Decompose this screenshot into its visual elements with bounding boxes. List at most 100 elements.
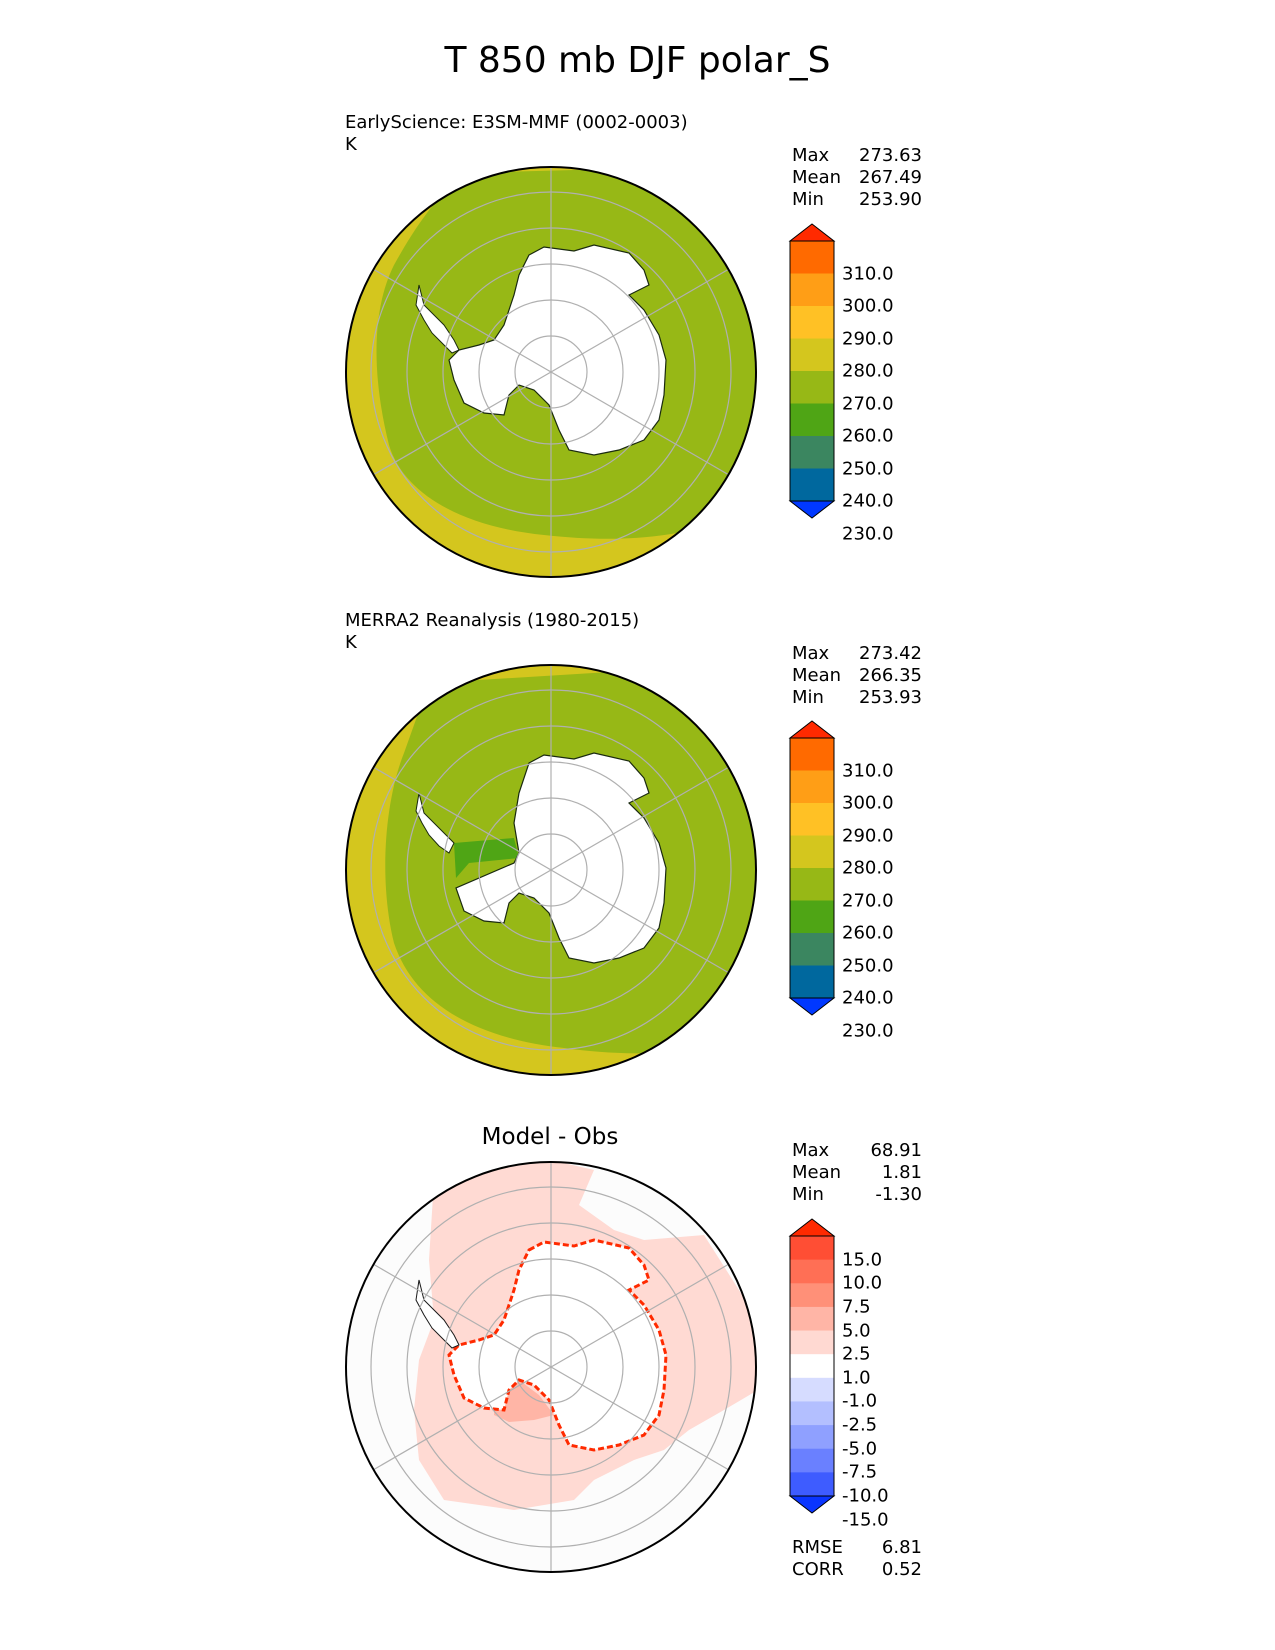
- colorbar-tick-label: 10.0: [842, 1272, 883, 1294]
- antarctic-peninsula: [415, 792, 455, 854]
- colorbar-tick-label: 1.0: [842, 1367, 871, 1389]
- colorbar-segment: [790, 1401, 834, 1426]
- colorbar-tick-label: 230.0: [842, 1020, 894, 1041]
- colorbar-tick-label: -15.0: [842, 1509, 889, 1531]
- colorbar-segment: [790, 436, 834, 469]
- stat-label: Min: [792, 189, 824, 210]
- colorbar-tick-label: 290.0: [842, 328, 894, 349]
- colorbar-tick-label: 240.0: [842, 490, 894, 512]
- panel-3-metrics: RMSE 6.81 CORR 0.52: [792, 1537, 922, 1581]
- stat-label: Max: [792, 145, 830, 166]
- colorbar-tick-label: 2.5: [842, 1343, 871, 1365]
- colorbar-frame: [789, 1235, 835, 1497]
- colorbar-tick-label: -10.0: [842, 1485, 889, 1507]
- stat-value: 253.90: [859, 189, 922, 210]
- panel-2-colorbar-segments: [788, 720, 836, 1016]
- colorbar-segment: [790, 1354, 834, 1379]
- stat-value: 68.91: [870, 1140, 922, 1161]
- colorbar-tick-label: 290.0: [842, 825, 894, 846]
- stat-value: 253.93: [859, 687, 922, 708]
- map-boundary: [345, 1161, 757, 1573]
- stat-label: Min: [792, 687, 824, 708]
- map-gridlines: [370, 665, 732, 1075]
- panel-2-stats: Max 273.42 Mean 266.35 Min 253.93: [792, 643, 922, 709]
- colorbar-segment: [790, 468, 834, 502]
- colorbar-extend-min: [788, 1495, 836, 1514]
- colorbar-frame: [789, 240, 835, 502]
- map-boundary: [345, 664, 757, 1076]
- colorbar-tick-label: 280.0: [842, 360, 894, 382]
- colorbar-tick-label: 270.0: [842, 890, 894, 911]
- metric-value: 0.52: [881, 1559, 922, 1580]
- colorbar-segment: [790, 770, 834, 804]
- colorbar-tick-label: 310.0: [842, 263, 894, 284]
- colorbar-tick-label: 230.0: [842, 523, 894, 544]
- colorbar-segment: [790, 1236, 834, 1261]
- colorbar-frame: [789, 737, 835, 999]
- colorbar-tick-label: 250.0: [842, 458, 894, 479]
- colorbar-tick-label: 260.0: [842, 922, 894, 944]
- stat-label: Max: [792, 1140, 830, 1161]
- colorbar-segment: [790, 306, 834, 339]
- colorbar-segment: [790, 1259, 834, 1284]
- colorbar-tick-label: 310.0: [842, 760, 894, 781]
- stat-value: -1.30: [875, 1184, 922, 1205]
- colorbar-segment: [790, 371, 834, 404]
- colorbar-tick-label: 300.0: [842, 792, 894, 814]
- panel-1-colorbar-segments: [788, 223, 836, 519]
- colorbar-tick-label: 270.0: [842, 393, 894, 414]
- colorbar-segment: [790, 933, 834, 966]
- colorbar-segment: [790, 1306, 834, 1332]
- colorbar-segment: [790, 338, 834, 372]
- colorbar-extend-max: [788, 223, 836, 242]
- panel-2-polar-map: [345, 664, 757, 1076]
- diff-panel-title: Model - Obs: [481, 1124, 619, 1150]
- panel-3-polar-map: [345, 1161, 757, 1573]
- stat-value: 1.81: [881, 1162, 922, 1183]
- colorbar-tick-label: 250.0: [842, 955, 894, 976]
- colorbar-extend-min: [788, 997, 836, 1016]
- stat-value: 266.35: [859, 665, 922, 686]
- panel-1-polar-map: [345, 166, 757, 578]
- colorbar-segment: [790, 900, 834, 934]
- antarctic-peninsula: [415, 1279, 460, 1349]
- stat-value: 273.42: [859, 643, 922, 664]
- colorbar-tick-label: 240.0: [842, 987, 894, 1009]
- metric-label: RMSE: [792, 1537, 843, 1558]
- panel-1-stats: Max 273.63 Mean 267.49 Min 253.90: [792, 145, 922, 211]
- stat-label: Mean: [792, 167, 842, 188]
- antarctica-mask: [448, 244, 667, 456]
- colorbar-segment: [790, 1283, 834, 1308]
- metric-value: 6.81: [881, 1537, 922, 1558]
- colorbar-tick-label: 260.0: [842, 425, 894, 447]
- antarctica-mask: [447, 1238, 668, 1452]
- colorbar-segment: [790, 1425, 834, 1450]
- colorbar-segment: [790, 738, 834, 771]
- figure-title: T 850 mb DJF polar_S: [444, 40, 831, 81]
- colorbar-extend-max: [788, 720, 836, 739]
- panel-2-colorbar: [788, 720, 836, 1016]
- panel-1-colorbar: [788, 223, 836, 519]
- panel-2-title: MERRA2 Reanalysis (1980-2015) K: [345, 610, 639, 654]
- map-gridlines: [370, 167, 732, 577]
- colorbar-segment: [790, 273, 834, 307]
- stat-label: Mean: [792, 665, 842, 686]
- colorbar-extend-max: [788, 1218, 836, 1237]
- colorbar-segment: [790, 965, 834, 999]
- map-boundary: [345, 166, 757, 578]
- panel-3-colorbar: [788, 1218, 836, 1514]
- panel-3-colorbar-segments: [788, 1218, 836, 1514]
- colorbar-segment: [790, 1448, 834, 1473]
- colorbar-tick-label: 15.0: [842, 1249, 883, 1271]
- stat-label: Max: [792, 643, 830, 664]
- panel-1-title: EarlyScience: E3SM-MMF (0002-0003) K: [345, 112, 688, 156]
- map-gridlines: [370, 1162, 732, 1572]
- colorbar-segment: [790, 868, 834, 901]
- colorbar-segment: [790, 835, 834, 869]
- metric-label: CORR: [792, 1559, 844, 1580]
- panel-1-title-line1: EarlyScience: E3SM-MMF (0002-0003): [345, 112, 688, 133]
- stat-label: Mean: [792, 1162, 842, 1183]
- colorbar-segment: [790, 1330, 834, 1355]
- antarctica-mask: [455, 752, 667, 964]
- colorbar-segment: [790, 241, 834, 274]
